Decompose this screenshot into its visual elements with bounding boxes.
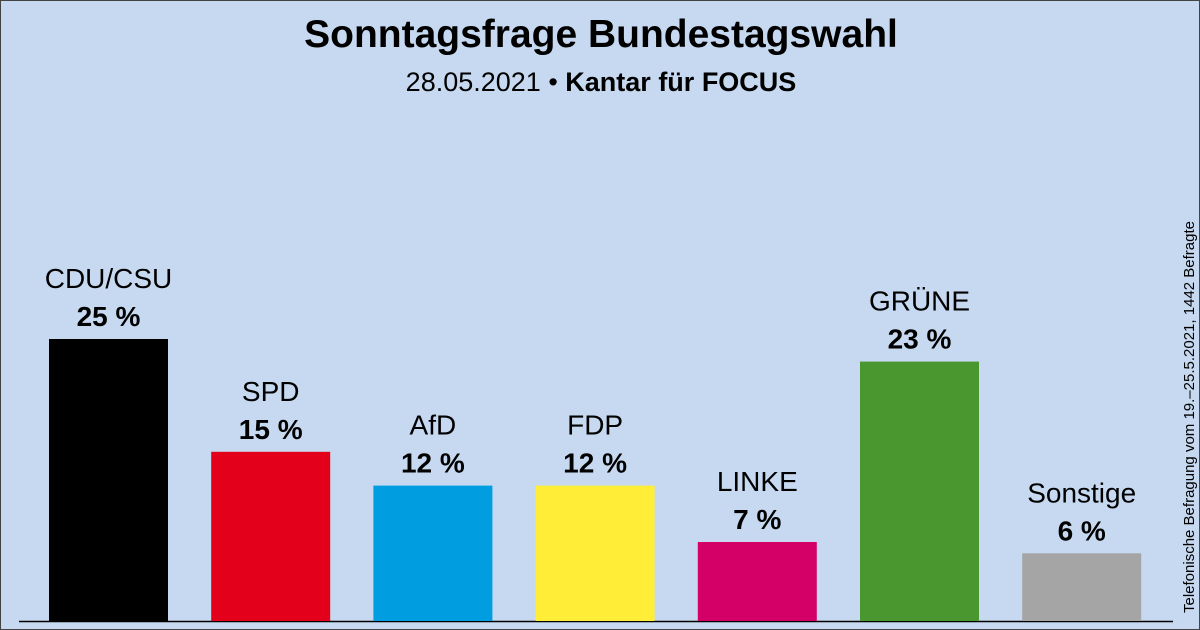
value-label: 7 %	[733, 504, 781, 535]
bar-sonstige	[1022, 553, 1142, 621]
value-label: 6 %	[1058, 515, 1106, 546]
chart-title: Sonntagsfrage Bundestagswahl	[304, 13, 898, 56]
category-label: AfD	[410, 410, 457, 441]
value-label: 23 %	[888, 324, 952, 355]
bar-grüne	[860, 361, 979, 621]
bar-spd	[211, 451, 331, 621]
category-label: GRÜNE	[869, 286, 970, 317]
chart-subtitle: 28.05.2021 • Kantar für FOCUS	[1, 67, 1199, 98]
subtitle-date: 28.05.2021	[405, 67, 541, 97]
value-label: 15 %	[239, 414, 303, 445]
category-label: LINKE	[717, 466, 798, 497]
value-label: 12 %	[401, 448, 465, 479]
category-label: SPD	[242, 376, 300, 407]
bar-afd	[373, 485, 493, 621]
bar-fdp	[535, 485, 655, 621]
value-label: 25 %	[77, 301, 141, 332]
category-label: CDU/CSU	[45, 263, 173, 294]
category-label: Sonstige	[1027, 477, 1136, 508]
subtitle-separator: •	[548, 67, 558, 97]
category-label: FDP	[567, 410, 623, 441]
value-label: 12 %	[563, 448, 627, 479]
bar-cdu-csu	[49, 339, 168, 621]
bar-linke	[697, 542, 817, 621]
subtitle-source: Kantar für FOCUS	[565, 67, 797, 97]
